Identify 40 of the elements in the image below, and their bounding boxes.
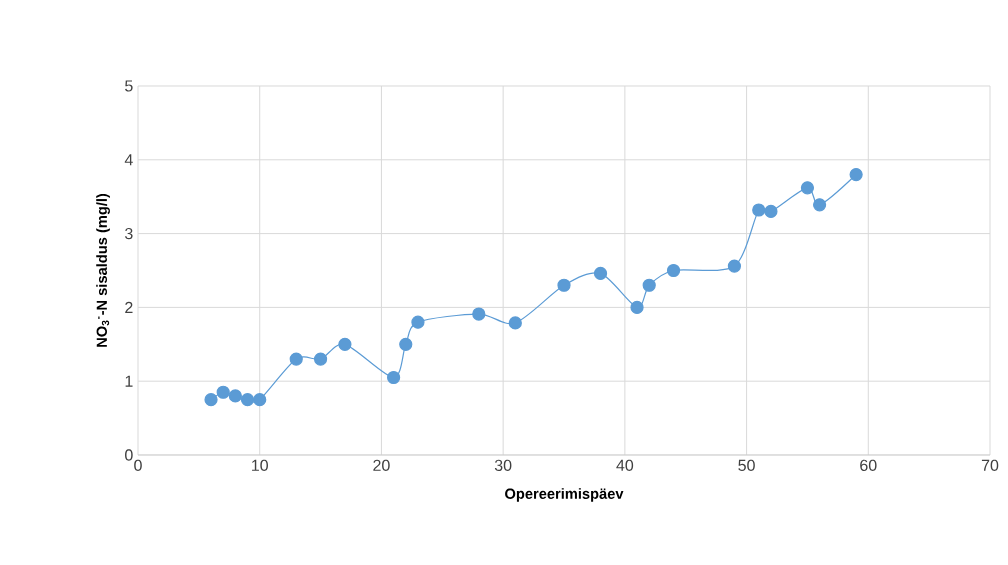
- point: [849, 167, 863, 182]
- point: [399, 337, 413, 351]
- x-tick-label: 40: [616, 459, 634, 472]
- point: [289, 352, 303, 366]
- point: [204, 393, 218, 407]
- x-tick-label: 0: [134, 459, 142, 472]
- y-tick-label: 3: [125, 227, 133, 240]
- point: [642, 278, 656, 292]
- point: [313, 352, 328, 366]
- point: [752, 203, 766, 217]
- point: [240, 393, 255, 407]
- x-tick-label: 50: [738, 459, 755, 472]
- y-axis-title: NO$_{3}$$^{-}$-N sisaldus (mg/l): [96, 193, 110, 347]
- x-axis-title: Opereerimispäev: [505, 488, 624, 502]
- point: [630, 300, 644, 314]
- point: [666, 263, 681, 278]
- y-tick-label: 1: [125, 375, 133, 387]
- point: [216, 385, 230, 399]
- point: [800, 181, 815, 195]
- y-tick-label: 4: [124, 154, 133, 166]
- x-tick-label: 60: [860, 459, 877, 472]
- point: [228, 389, 242, 403]
- point: [387, 370, 401, 385]
- x-tick-label: 10: [252, 459, 268, 472]
- point: [593, 266, 608, 281]
- y-tick-label: 0: [125, 449, 133, 461]
- point: [472, 307, 486, 321]
- point: [411, 315, 425, 329]
- point: [338, 337, 352, 351]
- point: [508, 316, 522, 330]
- point: [813, 198, 827, 212]
- point: [557, 278, 571, 292]
- point: [727, 259, 742, 273]
- y-tick-label: 5: [125, 80, 133, 92]
- y-tick-label: 2: [125, 301, 133, 313]
- x-tick-label: 30: [494, 459, 512, 472]
- point: [764, 204, 778, 219]
- x-tick-label: 20: [373, 459, 390, 472]
- point: [253, 393, 267, 407]
- x-tick-label: 70: [981, 459, 999, 472]
